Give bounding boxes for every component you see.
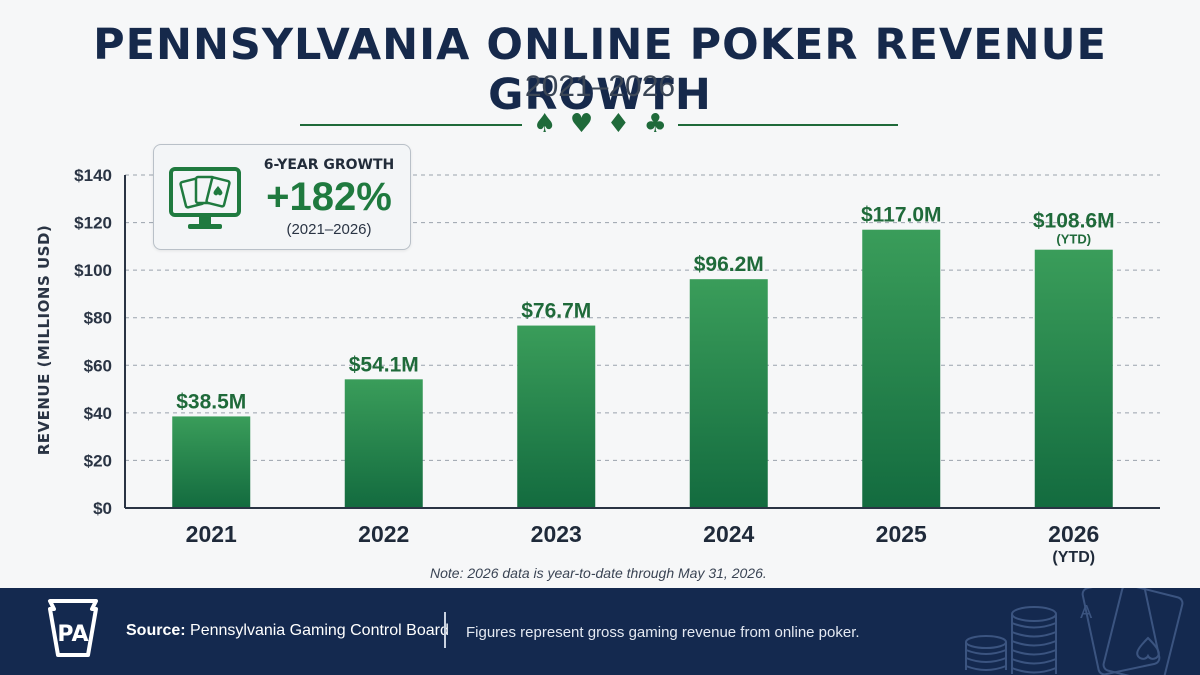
card-suits-row: ♠ ♥ ♦ ♣ <box>533 108 667 140</box>
growth-label: 6-YEAR GROWTH <box>263 157 395 173</box>
footer: PA Source: Pennsylvania Gaming Control B… <box>0 588 1200 675</box>
source-text: Source: Pennsylvania Gaming Control Boar… <box>126 622 449 640</box>
x-tick-label: 2023 <box>531 521 582 547</box>
bar-2021 <box>172 416 251 508</box>
source-label: Source: <box>126 622 186 639</box>
poker-chips-cards-icon: A <box>965 588 1184 675</box>
data-label: $96.2M <box>694 253 764 276</box>
bar-chart: $0 $20 $40 $60 $80 $100 $120 $140 $38.5M 2021 $54.… <box>74 166 1160 566</box>
data-label: $117.0M <box>861 204 942 227</box>
pa-logo-text: PA <box>57 622 88 647</box>
bar-2026 <box>1034 249 1113 509</box>
bar-2025 <box>862 229 941 508</box>
footer-note: Figures represent gross gaming revenue f… <box>466 624 860 641</box>
bar-2024 <box>689 279 768 508</box>
labels: $0 $20 $40 $60 $80 $100 $120 $140 $38.5M 2021 $54.… <box>74 166 1114 566</box>
bars <box>172 229 1113 509</box>
title-divider-right <box>678 124 898 126</box>
data-label: $38.5M <box>176 390 246 413</box>
pa-keystone-logo: PA <box>48 599 98 657</box>
chart-note: Note: 2026 data is year-to-date through … <box>430 565 767 581</box>
growth-value: +182% <box>266 175 392 219</box>
footer-separator <box>444 612 446 648</box>
monitor-cards-icon <box>169 167 241 229</box>
x-tick-label: 2022 <box>358 521 409 547</box>
y-tick-label: $80 <box>84 309 112 328</box>
x-tick-sublabel: (YTD) <box>1052 549 1095 566</box>
x-tick-label: 2021 <box>186 521 237 547</box>
y-tick-label: $40 <box>84 404 112 423</box>
bar-2023 <box>517 325 596 508</box>
y-tick-label: $0 <box>93 499 112 518</box>
spade-icon: ♠ <box>533 109 557 139</box>
y-tick-label: $140 <box>74 166 112 185</box>
y-tick-label: $20 <box>84 451 112 470</box>
diamond-icon: ♦ <box>606 109 631 139</box>
title-divider-left <box>300 124 522 126</box>
x-tick-label: 2025 <box>876 521 927 547</box>
axes <box>124 175 1160 509</box>
growth-callout: 6-YEAR GROWTH +182% (2021–2026) <box>153 144 411 250</box>
y-tick-label: $120 <box>74 214 112 233</box>
data-label: $76.7M <box>521 300 591 323</box>
svg-text:A: A <box>1080 602 1093 623</box>
y-tick-label: $60 <box>84 356 112 375</box>
y-tick-label: $100 <box>74 261 112 280</box>
data-sublabel: (YTD) <box>1056 232 1091 247</box>
data-label: $108.6M <box>1033 210 1115 233</box>
source-value: Pennsylvania Gaming Control Board <box>190 622 449 639</box>
growth-range: (2021–2026) <box>286 221 372 238</box>
x-tick-label: 2026 <box>1048 521 1099 547</box>
data-label: $54.1M <box>349 353 419 376</box>
chart-title: PENNSYLVANIA ONLINE POKER REVENUE GROWTH <box>93 20 1107 120</box>
club-icon: ♣ <box>643 109 667 139</box>
chart-subtitle: 2021–2026 <box>524 70 676 103</box>
heart-icon: ♥ <box>569 109 594 139</box>
x-tick-label: 2024 <box>703 521 754 547</box>
bar-2022 <box>344 379 423 508</box>
